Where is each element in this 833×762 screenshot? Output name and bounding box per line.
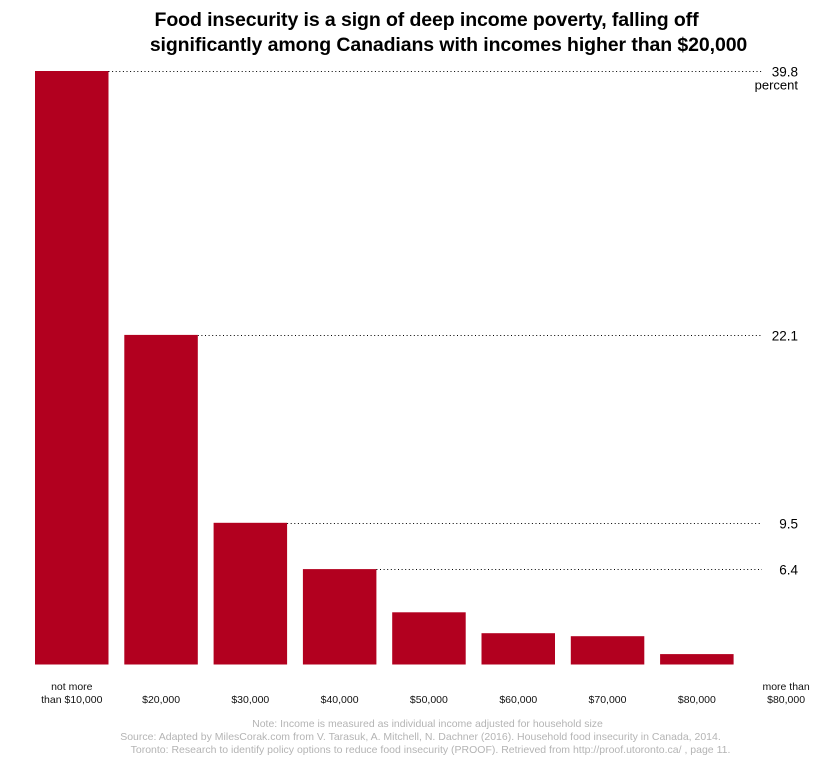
bar xyxy=(302,569,377,665)
value-label: 39.8 xyxy=(772,65,798,80)
value-label: 22.1 xyxy=(772,329,798,344)
x-tick-label: $50,000 xyxy=(410,694,448,706)
bar xyxy=(392,612,466,665)
bars xyxy=(35,71,734,665)
bar xyxy=(660,654,734,665)
x-tick-label: $80,000 xyxy=(678,694,716,706)
x-tick-label: $40,000 xyxy=(321,694,359,706)
x-tick-label: not more than $10,000 xyxy=(41,681,102,706)
y-unit-label: percent xyxy=(755,78,799,93)
chart-title-line-2: significantly among Canadians with incom… xyxy=(149,34,748,56)
footnote-source: Source: Adapted by MilesCorak.com from V… xyxy=(120,731,721,743)
value-label: 6.4 xyxy=(779,563,798,578)
x-tick-label: $20,000 xyxy=(142,694,180,706)
value-label: 9.5 xyxy=(779,517,798,532)
chart-title-line-1: Food insecurity is a sign of deep income… xyxy=(154,9,699,31)
footnote-source-continued: Toronto: Research to identify policy opt… xyxy=(130,744,731,756)
x-tick-label: more than $80,000 xyxy=(762,681,809,706)
bar xyxy=(481,633,555,665)
x-tick-label: $60,000 xyxy=(499,694,537,706)
footnote-note: Note: Income is measured as individual i… xyxy=(252,718,603,730)
reference-lines xyxy=(108,71,762,570)
bar xyxy=(213,522,288,665)
footnotes: Note: Income is measured as individual i… xyxy=(0,718,833,757)
bar xyxy=(570,636,645,665)
x-tick-label: $30,000 xyxy=(231,694,269,706)
bar xyxy=(35,71,109,665)
x-tick-label: $70,000 xyxy=(589,694,627,706)
bar xyxy=(124,334,198,665)
chart-title: Food insecurity is a sign of deep income… xyxy=(0,8,833,58)
x-axis-tick-labels: not more than $10,000 $20,000 $30,000 $40,00… xyxy=(41,681,810,706)
